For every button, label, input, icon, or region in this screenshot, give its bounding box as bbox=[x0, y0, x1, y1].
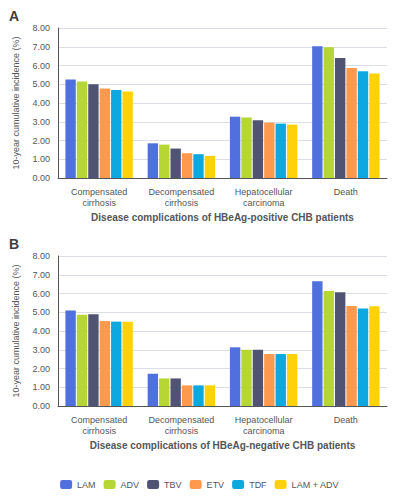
svg-text:TBV: TBV bbox=[164, 480, 182, 490]
svg-text:Compensated: Compensated bbox=[71, 415, 127, 425]
svg-text:B: B bbox=[9, 236, 19, 252]
svg-text:Decompensated: Decompensated bbox=[149, 187, 215, 197]
svg-text:cirrhosis: cirrhosis bbox=[165, 426, 199, 436]
svg-text:A: A bbox=[9, 8, 19, 24]
svg-text:2.00: 2.00 bbox=[32, 364, 50, 374]
svg-text:Hepatocellular: Hepatocellular bbox=[235, 187, 293, 197]
svg-text:TDF: TDF bbox=[249, 480, 267, 490]
svg-text:ETV: ETV bbox=[207, 480, 225, 490]
svg-text:Hepatocellular: Hepatocellular bbox=[235, 415, 293, 425]
svg-text:Death: Death bbox=[334, 187, 358, 197]
svg-text:7.00: 7.00 bbox=[32, 270, 50, 280]
svg-text:1.00: 1.00 bbox=[32, 382, 50, 392]
svg-text:0.00: 0.00 bbox=[32, 173, 50, 183]
svg-text:5.00: 5.00 bbox=[32, 79, 50, 89]
svg-text:Disease complications of HBeAg: Disease complications of HBeAg-positive … bbox=[91, 212, 354, 223]
svg-text:4.00: 4.00 bbox=[32, 326, 50, 336]
svg-text:carcinoma: carcinoma bbox=[243, 198, 285, 208]
svg-text:cirrhosis: cirrhosis bbox=[165, 198, 199, 208]
svg-text:3.00: 3.00 bbox=[32, 117, 50, 127]
svg-text:1.00: 1.00 bbox=[32, 154, 50, 164]
svg-text:4.00: 4.00 bbox=[32, 98, 50, 108]
svg-text:0.00: 0.00 bbox=[32, 401, 50, 411]
svg-text:10-year cumulative incidence (: 10-year cumulative incidence (%) bbox=[11, 36, 21, 169]
svg-text:8.00: 8.00 bbox=[32, 251, 50, 261]
svg-text:Disease complications of HBeAg: Disease complications of HBeAg-negative … bbox=[90, 440, 356, 451]
svg-text:Death: Death bbox=[334, 415, 358, 425]
svg-text:3.00: 3.00 bbox=[32, 345, 50, 355]
svg-text:Decompensated: Decompensated bbox=[149, 415, 215, 425]
svg-text:Compensated: Compensated bbox=[71, 187, 127, 197]
svg-text:6.00: 6.00 bbox=[32, 61, 50, 71]
svg-text:2.00: 2.00 bbox=[32, 136, 50, 146]
svg-text:ADV: ADV bbox=[121, 480, 140, 490]
svg-text:8.00: 8.00 bbox=[32, 23, 50, 33]
svg-text:cirrhosis: cirrhosis bbox=[82, 198, 116, 208]
svg-text:5.00: 5.00 bbox=[32, 307, 50, 317]
svg-text:10-year cumulative incidence (: 10-year cumulative incidence (%) bbox=[11, 264, 21, 397]
svg-text:7.00: 7.00 bbox=[32, 42, 50, 52]
svg-text:6.00: 6.00 bbox=[32, 289, 50, 299]
svg-text:LAM: LAM bbox=[77, 480, 96, 490]
svg-text:cirrhosis: cirrhosis bbox=[82, 426, 116, 436]
svg-text:carcinoma: carcinoma bbox=[243, 426, 285, 436]
svg-text:LAM + ADV: LAM + ADV bbox=[292, 480, 339, 490]
